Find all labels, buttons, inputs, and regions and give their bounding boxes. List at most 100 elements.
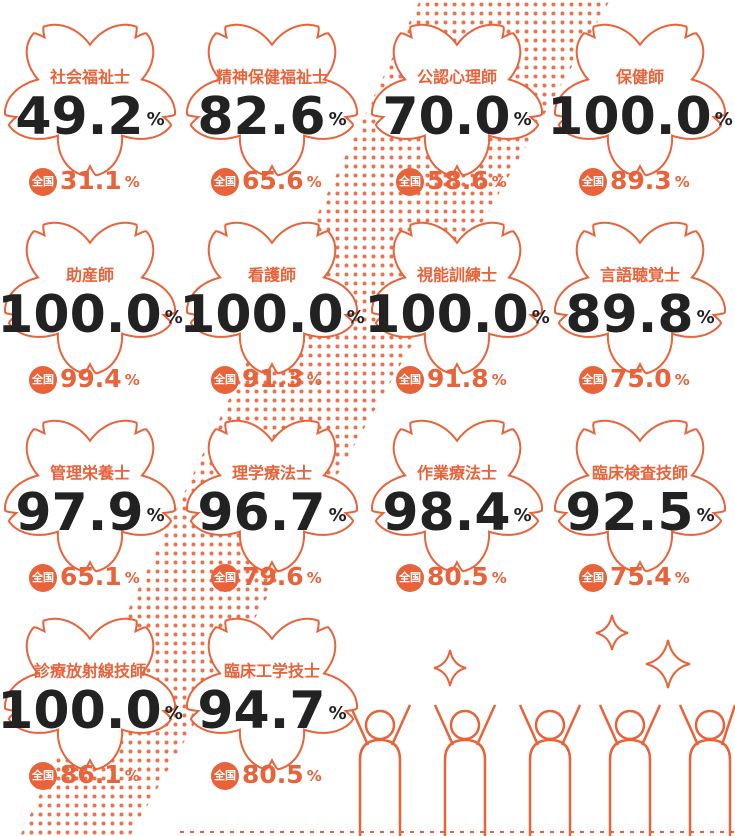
national-unit: % [125,173,140,191]
national-label: 全国 [213,372,236,386]
national-value: 89.3 [610,166,672,195]
rate-value: 98.4 [382,483,510,543]
rate-value: 100.0 [547,87,711,147]
national-rate: 89.3% [610,166,690,195]
national-value: 75.0 [610,364,672,393]
national-unit: % [675,173,690,191]
qualification-name: 精神保健福祉士 [216,68,328,87]
rate-value: 100.0 [0,285,162,345]
national-label: 全国 [581,174,604,188]
national-label: 全国 [31,768,54,782]
national-value: 80.5 [427,562,489,591]
national-unit: % [125,371,140,389]
qualification-name: 臨床検査技師 [592,464,688,483]
national-unit: % [675,371,690,389]
national-rate: 75.0% [610,364,690,393]
national-label: 全国 [581,372,604,386]
national-value: 58.6 [427,166,489,195]
rate-value: 94.7 [197,681,325,741]
rate-value: 49.2 [15,87,143,147]
rate-unit: % [165,703,183,724]
national-unit: % [675,569,690,587]
national-value: 99.4 [60,364,122,393]
national-rate: 31.1% [60,166,140,195]
pass-rate: 70.0% [382,87,531,147]
national-rate: 99.4% [60,364,140,393]
national-unit: % [492,569,507,587]
rate-unit: % [147,109,165,130]
infographic: 社会福祉士49.2% 全国 31.1% 精神保健福祉士82.6% 全国 65.6% 公認心理… [0,0,735,836]
rate-value: 70.0 [382,87,510,147]
national-label: 全国 [398,174,421,188]
qualification-name: 作業療法士 [417,464,497,483]
qualification-name: 看護師 [247,266,296,285]
rate-unit: % [532,307,550,328]
national-rate: 80.5% [427,562,507,591]
qualification-name: 助産師 [66,266,114,285]
national-unit: % [307,173,322,191]
rate-value: 89.8 [565,285,693,345]
national-label: 全国 [213,174,236,188]
pass-rate: 92.5% [565,483,714,543]
pass-rate: 100.0% [0,681,183,741]
national-unit: % [307,569,322,587]
national-value: 79.6 [242,562,304,591]
pass-rate: 100.0% [179,285,365,345]
national-rate: 75.4% [610,562,690,591]
qualification-name: 臨床工学技士 [224,662,320,681]
rate-value: 82.6 [197,87,325,147]
qualification-name: 社会福祉士 [49,68,130,87]
national-value: 31.1 [60,166,122,195]
pass-rate: 89.8% [565,285,714,345]
rate-unit: % [514,109,532,130]
national-unit: % [125,767,140,785]
pass-rate: 98.4% [382,483,531,543]
qualification-name: 診療放射線技師 [34,662,146,681]
national-label: 全国 [398,372,421,386]
national-unit: % [307,767,322,785]
rate-unit: % [329,703,347,724]
pass-rate: 97.9% [15,483,164,543]
national-value: 86.1 [60,760,122,789]
pass-rate: 82.6% [197,87,346,147]
national-rate: 91.8% [427,364,507,393]
national-unit: % [125,569,140,587]
result-card: 臨床工学技士94.7%全国80.5% [187,619,357,790]
rate-unit: % [514,505,532,526]
qualification-name: 公認心理師 [417,68,497,87]
rate-unit: % [147,505,165,526]
pass-rate: 100.0% [364,285,550,345]
national-rate: 80.5% [242,760,322,789]
rate-value: 100.0 [364,285,528,345]
cheering-people [350,705,735,836]
national-value: 65.1 [60,562,122,591]
national-label: 全国 [31,372,54,386]
national-label: 全国 [581,570,604,584]
national-value: 91.8 [427,364,489,393]
rate-unit: % [347,307,365,328]
national-value: 75.4 [610,562,672,591]
rate-unit: % [329,505,347,526]
national-rate: 79.6% [242,562,322,591]
national-value: 91.3 [242,364,304,393]
national-unit: % [492,371,507,389]
rate-unit: % [715,109,733,130]
national-label: 全国 [213,570,236,584]
pass-rate: 100.0% [0,285,183,345]
rate-value: 96.7 [197,483,325,543]
qualification-name: 視能訓練士 [416,266,497,285]
rate-unit: % [697,505,715,526]
sparkles [434,615,690,688]
qualification-name: 保健師 [615,68,664,87]
national-rate: 65.1% [60,562,140,591]
rate-value: 97.9 [15,483,143,543]
pass-rate: 94.7% [197,681,346,741]
national-label: 全国 [31,174,54,188]
national-value: 80.5 [242,760,304,789]
national-value: 65.6 [242,166,304,195]
